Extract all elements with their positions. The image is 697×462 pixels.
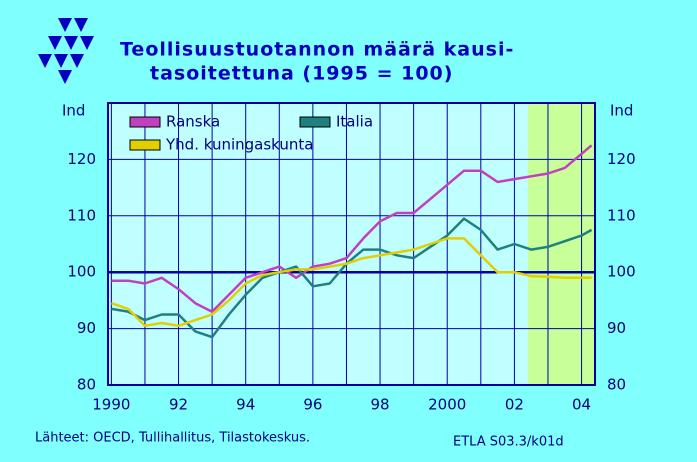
y-axis-label: Ind — [62, 102, 85, 120]
y-tick-label: 90 — [77, 319, 96, 337]
legend-label: Italia — [336, 113, 373, 131]
y-tick-label: 80 — [77, 376, 96, 394]
y2-tick-label: 80 — [607, 376, 626, 394]
series-line — [111, 217, 593, 339]
legend-swatch — [129, 139, 161, 151]
y2-axis-label: Ind — [610, 102, 633, 120]
x-tick-label: 02 — [505, 396, 524, 414]
forecast-area — [527, 103, 595, 385]
source: Lähteet: OECD, Tullihallitus, Tilastokes… — [35, 431, 310, 446]
legend-label: Ranska — [166, 113, 220, 131]
x-tick-label: 04 — [572, 396, 591, 414]
code: ETLA S03.3/k01d — [453, 435, 564, 450]
plot-frame — [107, 102, 596, 386]
y2-tick-label: 110 — [607, 206, 636, 224]
logo — [38, 18, 94, 84]
x-tick-label: 98 — [371, 396, 390, 414]
legend-swatch — [299, 116, 331, 128]
series-line — [111, 144, 593, 313]
x-tick-label: 2000 — [428, 396, 466, 414]
y2-tick-label: 100 — [607, 263, 636, 281]
x-tick-label: 1990 — [92, 396, 130, 414]
series-line — [110, 237, 592, 328]
chart-title: tasoitettuna (1995 = 100) — [150, 63, 453, 85]
y2-tick-label: 90 — [607, 319, 626, 337]
y-tick-label: 120 — [67, 150, 96, 168]
x-tick-label: 92 — [169, 396, 188, 414]
legend-label: Yhd. kuningaskunta — [165, 136, 313, 154]
y2-tick-label: 120 — [607, 150, 636, 168]
x-tick-label: 94 — [236, 396, 255, 414]
x-tick-label: 96 — [303, 396, 322, 414]
chart-title: Teollisuustuotannon määrä kausi- — [120, 39, 514, 61]
y-tick-label: 100 — [67, 263, 96, 281]
y-tick-label: 110 — [67, 206, 96, 224]
legend-swatch — [129, 116, 161, 128]
